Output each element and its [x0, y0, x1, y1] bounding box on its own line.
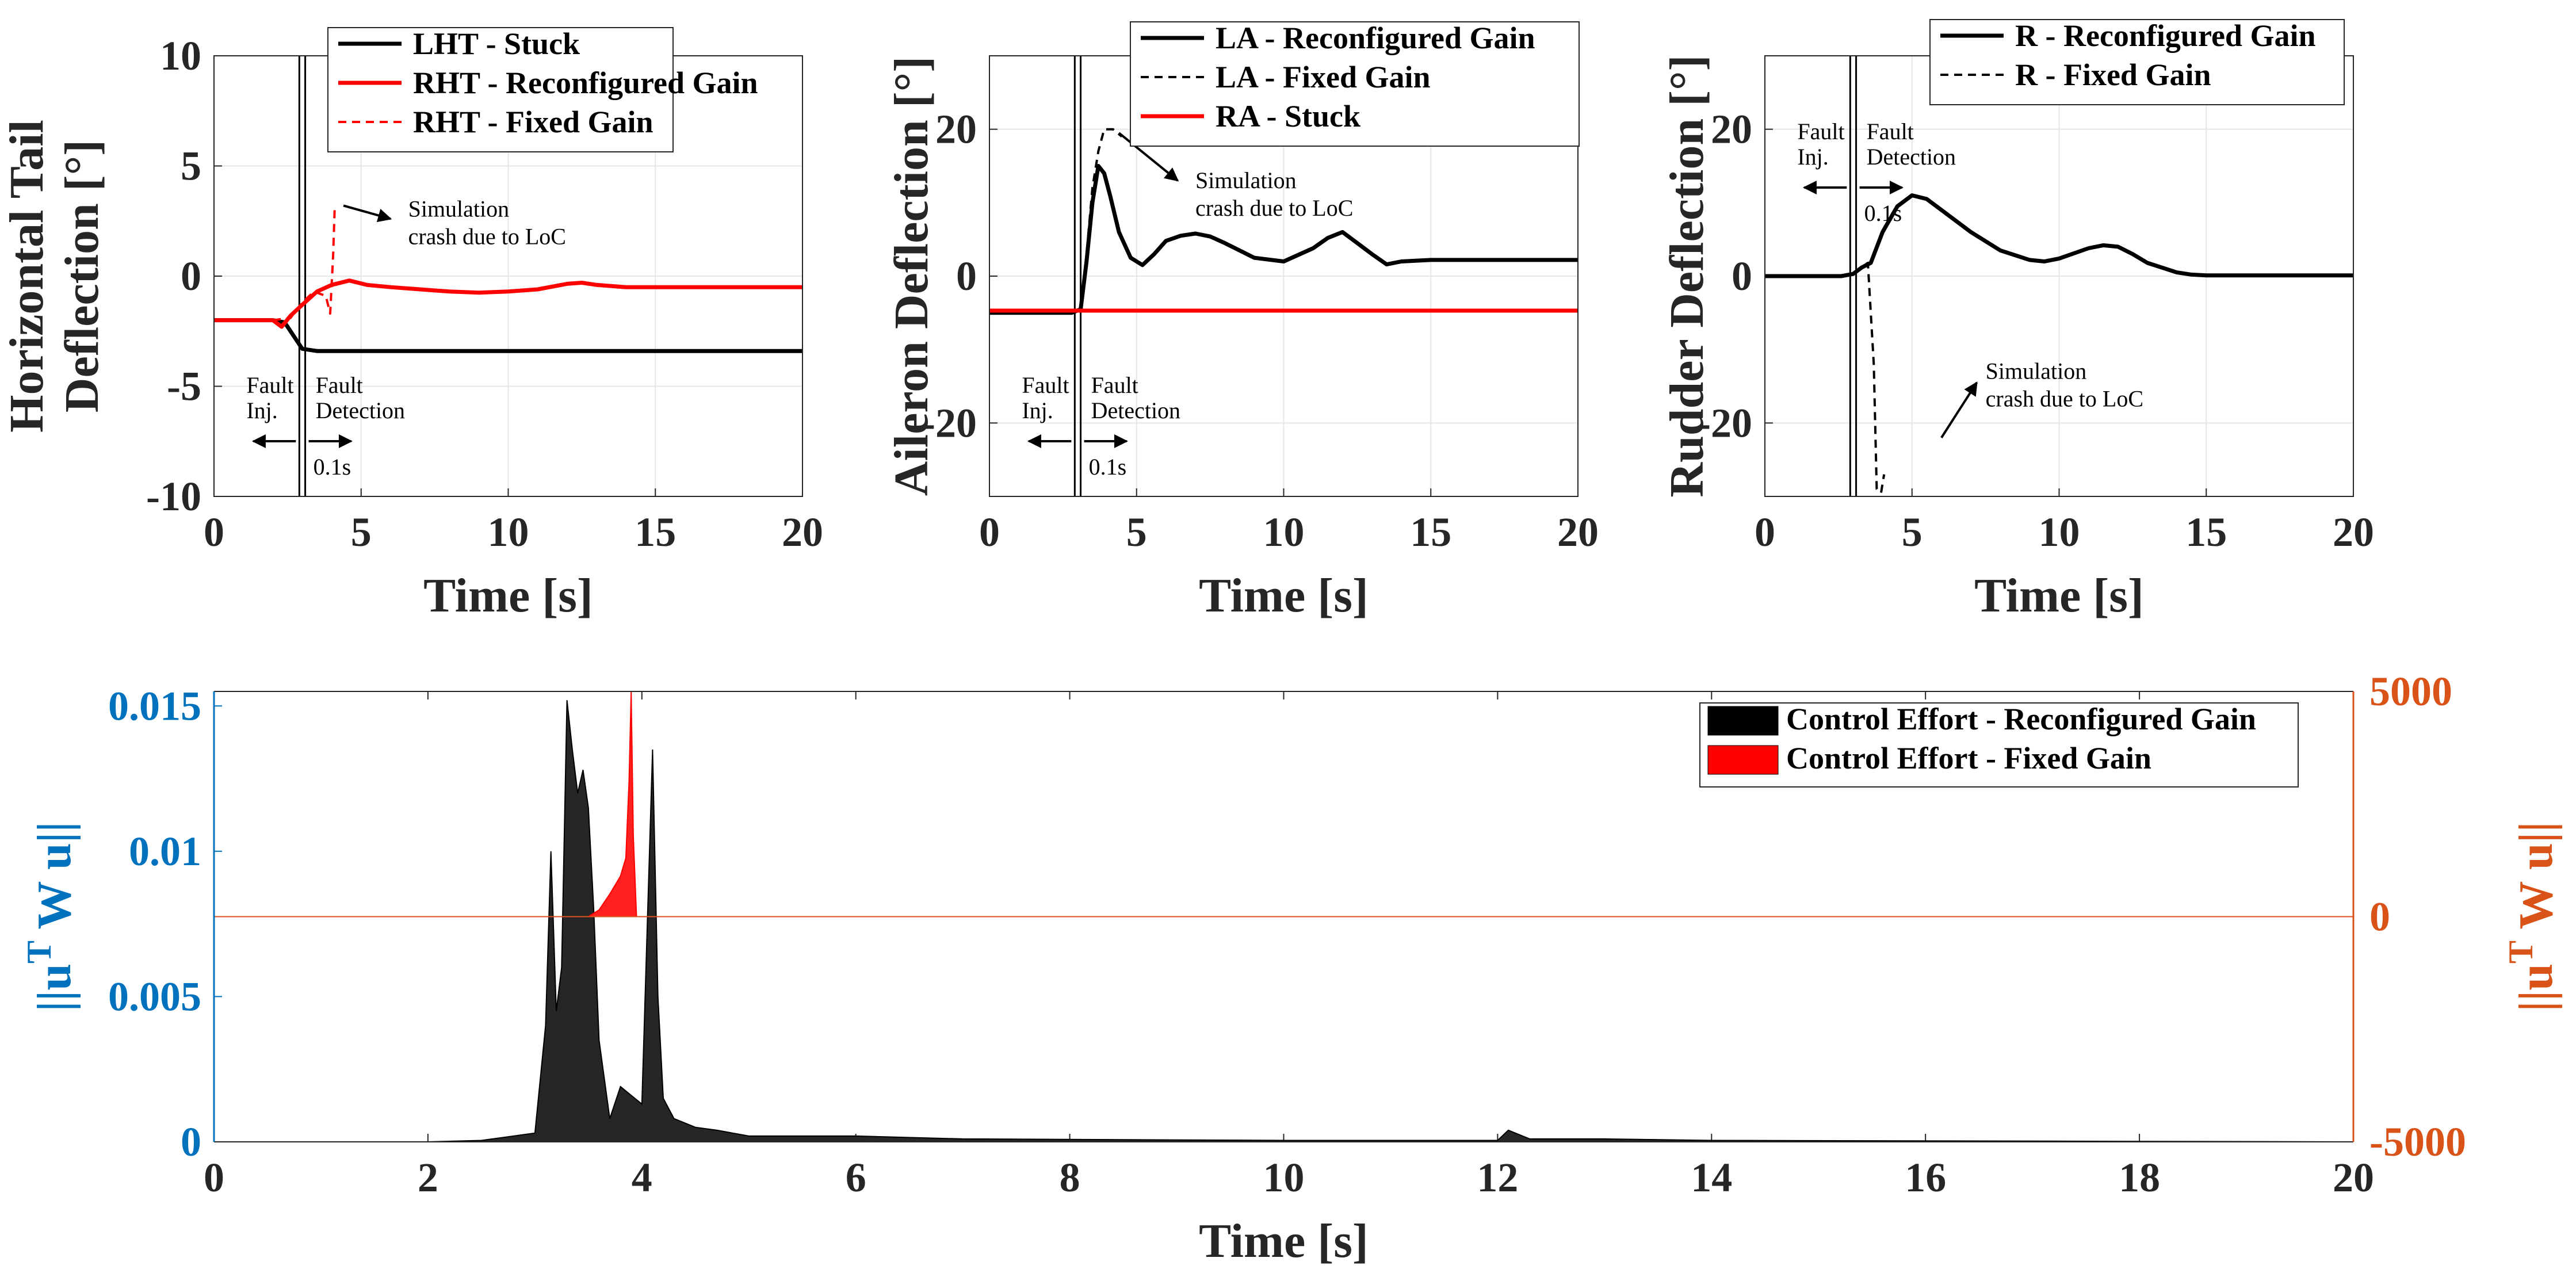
panel1-legend-entry: RHT - Fixed Gain: [413, 105, 653, 139]
panel1-x-axis-label: Time [s]: [423, 569, 593, 622]
panel1-y-axis-label: Horizontal Tail: [0, 120, 53, 433]
panel4-y-left-tick-label: 0.015: [108, 683, 201, 729]
panel2-y-tick-label: -20: [922, 400, 977, 446]
panel4-y-left-axis-label: ||uT W u||: [20, 821, 81, 1011]
panel2-legend-entry: LA - Reconfigured Gain: [1216, 21, 1535, 55]
panel1-y-tick-label: 10: [160, 33, 201, 79]
panel4-y-left-tick-label: 0.005: [108, 973, 201, 1019]
panel4-y-right-tick-label: 0: [2369, 894, 2390, 940]
panel3-y-tick-label: -20: [1697, 400, 1752, 446]
panel2-x-tick-label: 0: [979, 509, 1000, 555]
panel4-x-tick-label: 18: [2119, 1155, 2160, 1201]
panel4-x-tick-label: 4: [632, 1155, 652, 1201]
panel1-legend-box: [327, 27, 674, 152]
panel4-x-tick-label: 20: [2333, 1155, 2374, 1201]
panel1-x-tick-label: 20: [782, 509, 823, 555]
panel3-crash-arrow: [1940, 381, 1978, 438]
panel1-crash-arrow: [343, 204, 392, 223]
panel2-y-tick-label: 0: [956, 253, 977, 299]
panel3-x-tick-label: 5: [1902, 509, 1923, 555]
panel1-series-2-line: [214, 278, 802, 329]
panel3-x-tick-label: 20: [2333, 509, 2374, 555]
panel3-y-tick-label: 20: [1711, 106, 1752, 152]
panel4-x-tick-label: 12: [1477, 1155, 1518, 1201]
panel1-legend-entry: RHT - Reconfigured Gain: [413, 66, 758, 100]
panel3-dt-label: 0.1s: [1864, 200, 1902, 226]
panel2-y-axis-label: Aileron Deflection [°]: [885, 56, 938, 496]
panel3-legend-entry: R - Fixed Gain: [2015, 58, 2211, 92]
panel1-x-tick-label: 5: [351, 509, 372, 555]
panel4-series-1-area: [214, 700, 2354, 1142]
panel1-x-tick-label: 15: [635, 509, 676, 555]
panel4-series-2-area: [586, 691, 637, 918]
panel4-legend-swatch: [1707, 745, 1779, 775]
panel2-x-axis-label: Time [s]: [1199, 569, 1369, 622]
panel1-y-tick-label: 5: [181, 143, 201, 189]
panel1-legend-entry: LHT - Stuck: [413, 26, 580, 61]
panel2-x-tick-label: 5: [1126, 509, 1147, 555]
panel3-x-axis-label: Time [s]: [1974, 569, 2144, 622]
panel4-y-right-tick-label: -5000: [2369, 1119, 2466, 1165]
panel2-x-tick-label: 10: [1263, 509, 1305, 555]
panel2-y-tick-label: 20: [935, 106, 977, 152]
panel4-x-tick-label: 6: [846, 1155, 866, 1201]
panel4-legend-entry: Control Effort - Fixed Gain: [1786, 741, 2151, 775]
panel1-fault-injection-label: Fault Inj.: [246, 372, 293, 423]
panel4-x-tick-label: 10: [1263, 1155, 1305, 1201]
panel3-legend-entry: R - Reconfigured Gain: [2015, 18, 2316, 53]
panel3-x-tick-label: 10: [2039, 509, 2080, 555]
panel1-series-3-line: [273, 210, 336, 322]
panel4-y-right-tick-label: 5000: [2369, 668, 2452, 714]
panel3-series-2-line: [1841, 262, 1886, 494]
panel4-legend-box: [1699, 702, 2299, 787]
panel2-x-tick-label: 15: [1410, 509, 1451, 555]
panel3-fault-injection-label: Fault Inj.: [1797, 118, 1844, 170]
panel1-y-tick-label: -5: [167, 364, 201, 410]
panel4-y-left-tick-label: 0.01: [129, 828, 201, 874]
panel2-crash-arrow: [1118, 132, 1179, 182]
panel4-y-left-tick-label: 0: [181, 1119, 201, 1165]
panel4-legend-entry: Control Effort - Reconfigured Gain: [1786, 702, 2256, 736]
panel1-y-tick-label: 0: [181, 253, 201, 299]
panel2-series-1-line: [989, 164, 1578, 315]
panel2-crash-label: Simulation crash due to LoC: [1195, 167, 1353, 221]
panel2-legend-box: [1130, 21, 1580, 147]
panel2-fault-injection-label: Fault Inj.: [1022, 372, 1069, 423]
panel2-x-tick-label: 20: [1557, 509, 1599, 555]
panel2-series-2-line: [1071, 128, 1123, 314]
panel1-dt-label: 0.1s: [314, 454, 351, 480]
panel4-x-tick-label: 2: [418, 1155, 438, 1201]
panel1-y-tick-label: -10: [146, 473, 201, 519]
panel1-x-tick-label: 0: [204, 509, 224, 555]
panel2-dt-label: 0.1s: [1089, 454, 1127, 480]
panel4-legend-swatch: [1707, 706, 1779, 736]
panel2-fault-detection-label: Fault Detection: [1091, 372, 1181, 423]
panel4-y-right-axis-label: ||uT W u||: [2502, 821, 2563, 1011]
panel4-x-tick-label: 8: [1060, 1155, 1080, 1201]
panel2-legend-entry: LA - Fixed Gain: [1216, 60, 1431, 94]
panel1-y-axis-label-2: Deflection [°]: [55, 140, 109, 412]
panel4-x-tick-label: 16: [1905, 1155, 1946, 1201]
panel4-x-tick-label: 14: [1691, 1155, 1732, 1201]
panel1-series-1-line: [214, 318, 802, 353]
panel3-x-tick-label: 15: [2185, 509, 2227, 555]
panel4-x-axis-label: Time [s]: [1199, 1214, 1369, 1268]
panel1-fault-detection-label: Fault Detection: [316, 372, 406, 423]
panel3-crash-label: Simulation crash due to LoC: [1986, 358, 2143, 412]
panel3-y-tick-label: 0: [1732, 253, 1752, 299]
panel1-x-tick-label: 10: [488, 509, 529, 555]
panel3-x-tick-label: 0: [1755, 509, 1775, 555]
panel2-legend-entry: RA - Stuck: [1216, 99, 1360, 133]
panel3-series-1-line: [1765, 193, 2353, 278]
panel4-x-tick-label: 0: [204, 1155, 224, 1201]
panel3-fault-detection-label: Fault Detection: [1867, 118, 1956, 170]
panel1-crash-label: Simulation crash due to LoC: [408, 196, 566, 250]
panel3-y-axis-label: Rudder Deflection [°]: [1660, 55, 1714, 497]
